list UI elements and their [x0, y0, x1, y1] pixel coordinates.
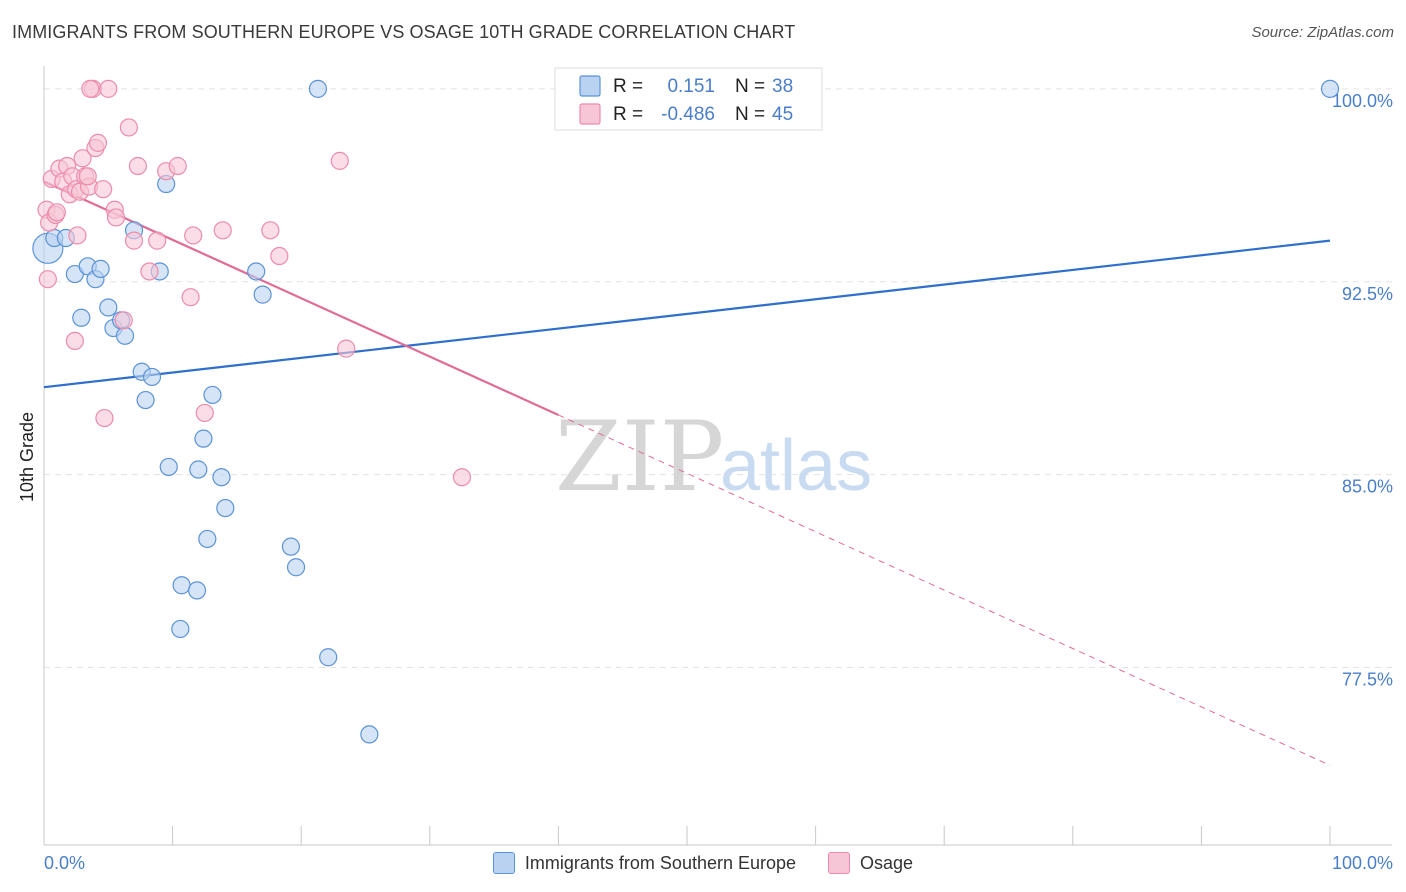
trend-lines — [43, 180, 1331, 766]
point-osage — [68, 226, 87, 245]
legend-inset-r-value: -0.486 — [661, 104, 715, 125]
y-axis-title: 10th Grade — [17, 412, 37, 502]
point-osage — [140, 262, 159, 281]
axes — [43, 66, 1392, 846]
y-tick-label: 92.5% — [1342, 284, 1393, 304]
point-immigrants — [281, 537, 301, 556]
point-immigrants — [99, 298, 118, 317]
source-credit: Source: ZipAtlas.com — [1251, 24, 1394, 41]
point-osage — [88, 133, 108, 152]
point-immigrants — [136, 390, 155, 410]
y-tick-label: 100.0% — [1332, 91, 1393, 111]
point-immigrants — [216, 498, 235, 518]
legend-inset-n-label: N = — [735, 104, 765, 125]
point-immigrants — [91, 259, 110, 278]
point-immigrants — [286, 558, 306, 577]
point-immigrants — [319, 648, 338, 667]
legend-inset: R = 0.151 N = 38 R = -0.486 N = 45 — [554, 67, 823, 131]
point-osage — [337, 339, 356, 358]
legend-inset-n-label: N = — [735, 76, 765, 97]
legend-inset-r-value: 0.151 — [667, 76, 715, 97]
x-tick-label: 100.0% — [1332, 853, 1393, 873]
legend-label-osage: Osage — [860, 852, 914, 873]
point-osage — [148, 231, 167, 250]
point-immigrants — [212, 468, 231, 487]
point-osage — [119, 118, 138, 137]
point-immigrants — [253, 285, 272, 304]
point-immigrants — [189, 460, 208, 479]
legend-item-osage[interactable]: Osage — [828, 852, 913, 874]
legend-inset-n-value: 38 — [772, 76, 793, 97]
point-immigrants — [194, 429, 213, 448]
trend-line-osage-extrapolated — [558, 414, 1331, 766]
legend-inset-r-label: R = — [613, 104, 643, 125]
legend-inset-n-value: 45 — [772, 104, 793, 125]
point-immigrants — [159, 457, 178, 477]
data-points — [32, 79, 1340, 744]
gridlines — [44, 88, 1392, 669]
watermark: ZIP atlas — [555, 401, 872, 513]
point-osage — [124, 231, 144, 250]
point-osage — [261, 221, 280, 240]
legend-label-immigrants: Immigrants from Southern Europe — [524, 852, 797, 873]
point-osage — [95, 408, 114, 428]
legend-swatch-pink — [828, 852, 851, 874]
point-osage — [452, 468, 472, 487]
point-osage — [78, 167, 97, 186]
point-osage — [195, 403, 214, 423]
point-osage — [106, 208, 126, 227]
point-immigrants — [247, 262, 266, 281]
x-tick-label: 0.0% — [44, 853, 85, 873]
point-immigrants — [187, 581, 207, 600]
point-osage — [128, 156, 147, 176]
point-immigrants — [115, 326, 135, 345]
legend-inset-r-label: R = — [613, 76, 643, 97]
legend-item-immigrants[interactable]: Immigrants from Southern Europe — [492, 852, 797, 874]
trend-line-immigrants — [43, 239, 1331, 389]
point-osage — [38, 270, 57, 289]
point-immigrants — [308, 79, 328, 98]
point-immigrants — [360, 725, 379, 744]
watermark-zip: ZIP — [555, 401, 724, 513]
point-osage — [168, 156, 187, 176]
legend-swatch-blue — [492, 852, 515, 874]
point-osage — [65, 331, 84, 351]
point-immigrants — [172, 576, 191, 595]
point-immigrants — [198, 529, 217, 549]
chart-title: IMMIGRANTS FROM SOUTHERN EUROPE VS OSAGE… — [12, 22, 796, 42]
point-osage — [114, 311, 133, 330]
point-osage — [47, 203, 66, 222]
y-tick-labels: 77.5% 85.0% 92.5% 100.0% — [1332, 91, 1393, 690]
legend-bottom: Immigrants from Southern Europe Osage — [0, 852, 1406, 874]
point-osage — [270, 246, 289, 266]
legend-inset-swatch — [579, 75, 601, 97]
point-immigrants — [1320, 79, 1340, 98]
point-osage — [73, 149, 92, 168]
point-immigrants — [171, 619, 190, 639]
point-osage — [181, 288, 200, 307]
point-osage — [94, 180, 113, 199]
point-immigrants — [142, 367, 162, 387]
point-osage — [213, 221, 232, 240]
point-osage — [184, 226, 203, 245]
point-immigrants — [203, 385, 222, 405]
legend-inset-swatch — [579, 103, 601, 125]
y-tick-label: 85.0% — [1342, 477, 1393, 497]
trend-line-osage — [43, 180, 559, 416]
point-immigrants — [72, 308, 91, 327]
point-osage — [99, 79, 118, 98]
point-osage — [81, 79, 100, 98]
x-tick-labels: 0.0% 100.0% — [44, 853, 1393, 873]
point-osage — [330, 151, 349, 170]
y-tick-label: 77.5% — [1342, 670, 1393, 690]
watermark-atlas: atlas — [720, 426, 872, 506]
